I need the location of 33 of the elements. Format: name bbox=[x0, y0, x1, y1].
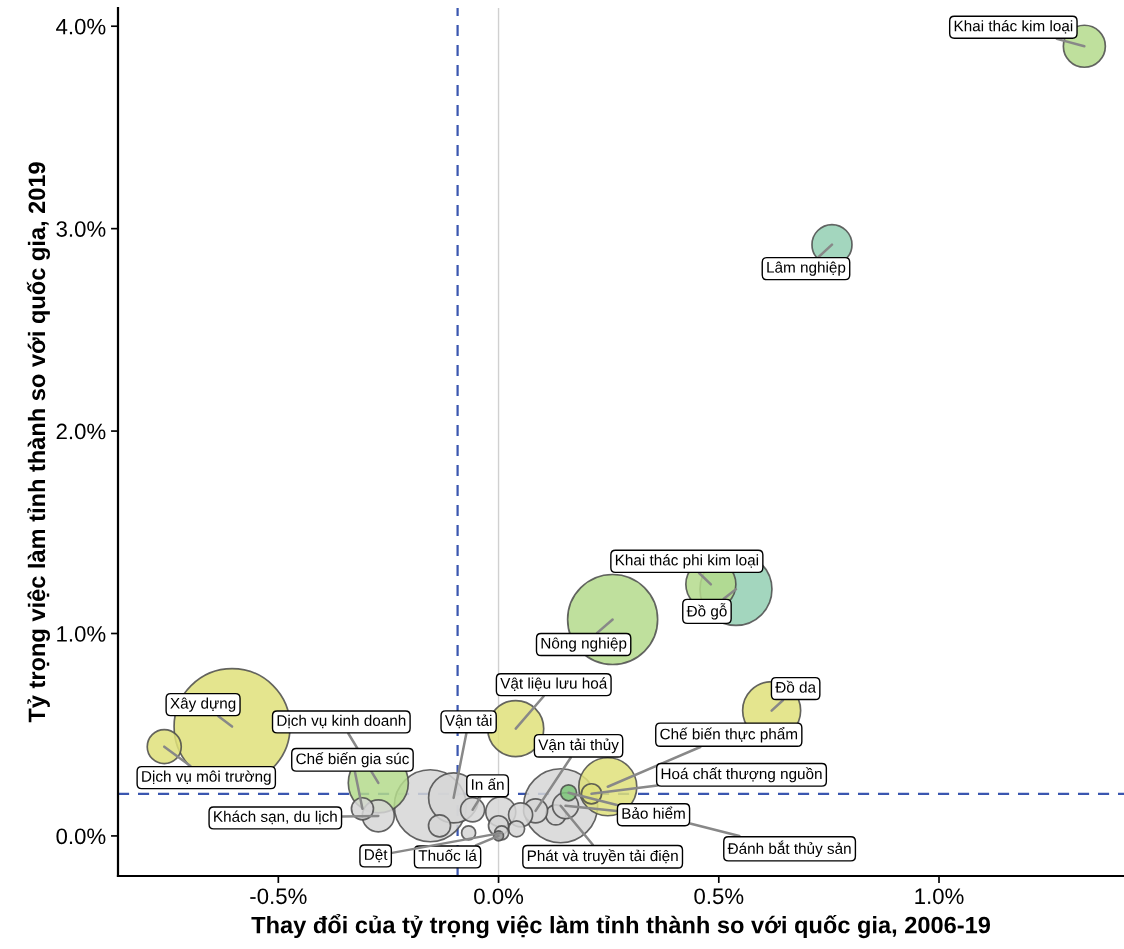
annotation: Dịch vụ kinh doanh bbox=[277, 714, 406, 729]
annotation: In ấn bbox=[471, 778, 504, 790]
annotation: Lâm nghiệp bbox=[767, 261, 846, 276]
x-tick-label: 1.0% bbox=[915, 888, 964, 905]
y-tick-label: 4.0% bbox=[56, 18, 106, 35]
y-tick-label: 1.0% bbox=[57, 626, 106, 642]
annotation: Xây dựng bbox=[170, 697, 236, 712]
y-tick-label: 2.0% bbox=[56, 423, 106, 440]
annotation: Vận tải bbox=[444, 714, 492, 729]
x-tick-label: 0.0% bbox=[474, 888, 524, 905]
x-tick-label: -0.5% bbox=[250, 888, 307, 905]
annotation: Thuốc lá bbox=[418, 849, 477, 862]
annotation: Đồ da bbox=[775, 680, 817, 693]
annotation: Nông nghiệp bbox=[541, 637, 627, 652]
annotation: Đồ gỗ bbox=[686, 603, 727, 620]
y-tick-label: 3.0% bbox=[56, 221, 106, 237]
annotation: Vật liệu lưu hoá bbox=[500, 677, 608, 691]
annotation: Phát và truyền tải điện bbox=[527, 849, 678, 865]
annotation: Khách sạn, du lịch bbox=[214, 810, 337, 825]
annotation: Hoá chất thượng nguồn bbox=[661, 767, 822, 783]
annotation: Dịch vụ môi trường bbox=[142, 770, 271, 785]
x-tick-label: 0.5% bbox=[694, 888, 744, 905]
annotation: Vận tải thủy bbox=[538, 738, 619, 754]
annotation: Đánh bắt thủy sản bbox=[727, 840, 851, 858]
annotation: Khai thác kim loại bbox=[954, 19, 1073, 34]
annotation: Bảo hiểm bbox=[622, 806, 685, 819]
x-axis-title: Thay đổi của tỷ trọng việc làm tỉnh thành so với quốc gia, 2006-19 bbox=[251, 914, 991, 939]
annotation: Dệt bbox=[365, 848, 388, 863]
y-axis-title: Tỷ trọng việc làm tỉnh thành so với quốc gia, 2019 bbox=[26, 162, 50, 723]
y-tick-label: 0.0% bbox=[56, 828, 106, 845]
annotation: Chế biến thực phẩm bbox=[660, 726, 798, 743]
annotation: Chế biến gia súc bbox=[296, 752, 409, 768]
annotation: Khai thác phi kim loại bbox=[615, 554, 759, 569]
